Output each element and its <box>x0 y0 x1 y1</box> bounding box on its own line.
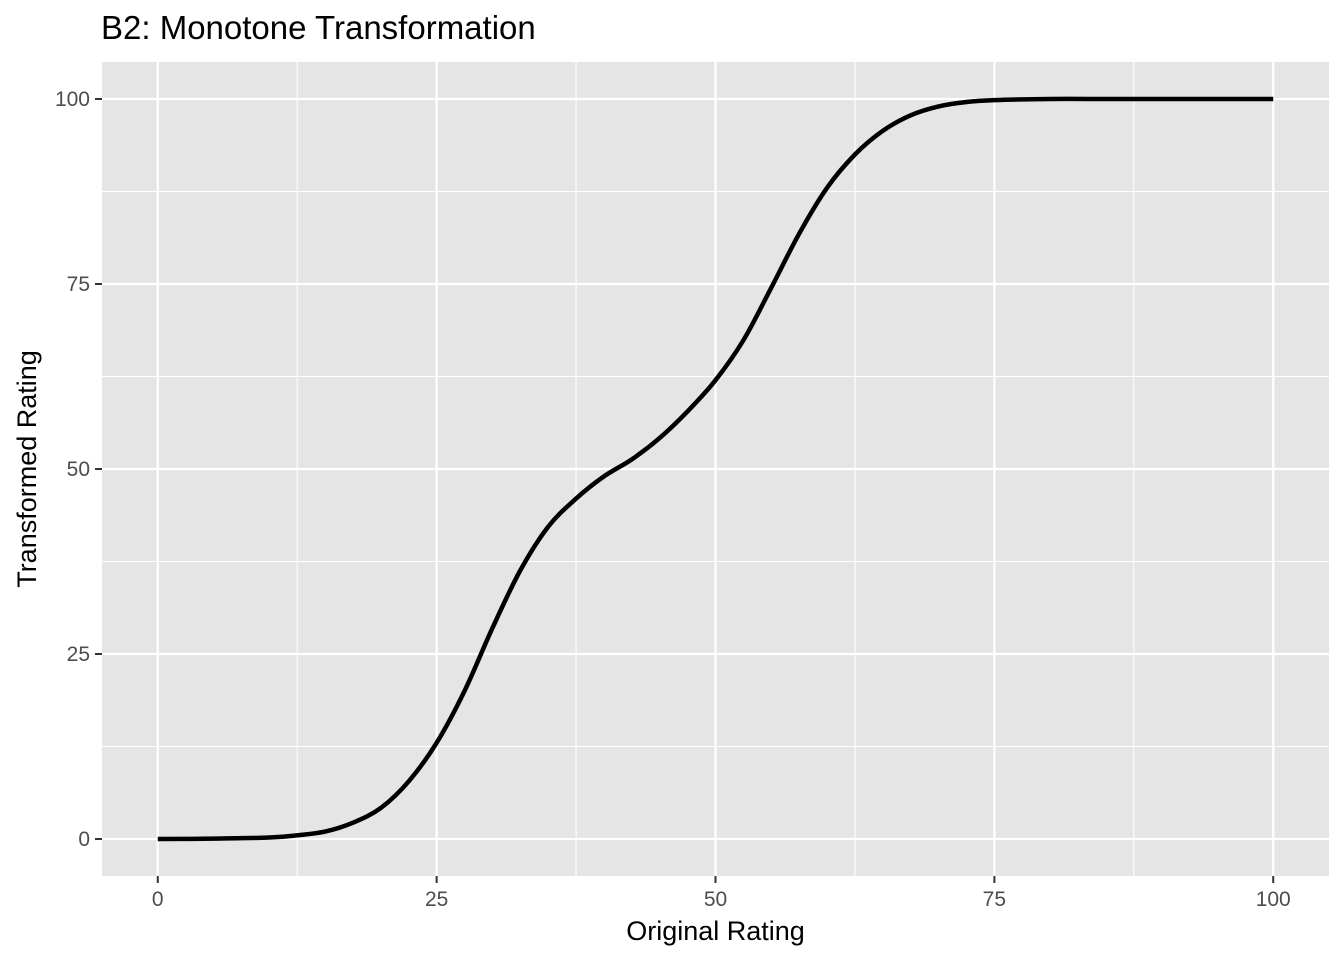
chart-title: B2: Monotone Transformation <box>101 9 536 46</box>
x-tick-label: 75 <box>983 888 1006 911</box>
major-gridlines <box>102 62 1329 876</box>
y-tick-label: 75 <box>67 273 90 296</box>
y-tick-label: 25 <box>67 643 90 666</box>
y-axis: 0 25 50 75 100 <box>55 88 102 851</box>
y-tick-label: 100 <box>55 88 90 111</box>
x-tick-label: 100 <box>1256 888 1291 911</box>
x-tick-label: 25 <box>425 888 448 911</box>
series-layer <box>157 96 1274 842</box>
x-axis-title: Original Rating <box>626 916 805 946</box>
x-axis: 0 25 50 75 100 <box>152 876 1291 911</box>
y-tick-label: 50 <box>67 458 90 481</box>
x-tick-label: 0 <box>152 888 164 911</box>
y-tick-label: 0 <box>78 828 90 851</box>
series-line-0 <box>157 96 1274 842</box>
y-axis-title: Transformed Rating <box>12 350 42 588</box>
x-tick-label: 50 <box>704 888 727 911</box>
